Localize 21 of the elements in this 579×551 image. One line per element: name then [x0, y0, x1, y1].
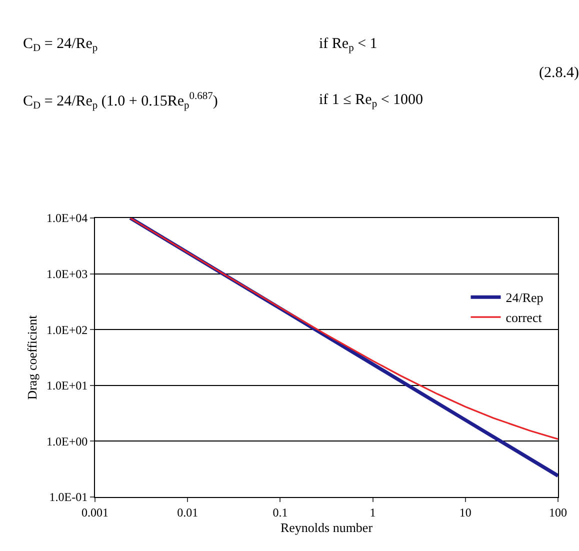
- text: C$_{D}$ = 24/Re$_{p}$ (1.0 + 0.15Re$_{p}$$^{0.687}$): [23, 91, 218, 112]
- y-tick-label: 1.0E+00: [46, 434, 88, 448]
- y-tick-label: 1.0E+01: [46, 378, 88, 393]
- x-tick-label: 0.01: [177, 505, 198, 520]
- text: (2.8.4): [539, 65, 579, 81]
- y-axis-title: Drag coefficient: [24, 314, 40, 400]
- legend-label: 24/Rep: [506, 290, 544, 306]
- y-tick-label: 1.0E-01: [49, 490, 88, 504]
- x-tick-label: 0.001: [82, 505, 108, 520]
- text: if Re$_{p}$ < 1: [319, 36, 378, 54]
- legend-label: correct: [506, 310, 542, 326]
- x-tick-label: 0.1: [272, 505, 288, 520]
- y-tick-label: 1.0E+02: [46, 322, 88, 337]
- x-tick-label: 10: [459, 505, 472, 520]
- x-axis-title: Reynolds number: [280, 520, 374, 535]
- y-tick-label: 1.0E+03: [46, 267, 88, 281]
- text: C$_{D}$ = 24/Re$_{p}$: [23, 36, 98, 54]
- y-tick-label: 1.0E+04: [46, 211, 88, 226]
- x-tick-label: 100: [549, 505, 567, 520]
- text: if 1 ≤ Re$_{p}$ < 1000: [319, 92, 424, 110]
- x-tick-label: 1: [370, 505, 376, 520]
